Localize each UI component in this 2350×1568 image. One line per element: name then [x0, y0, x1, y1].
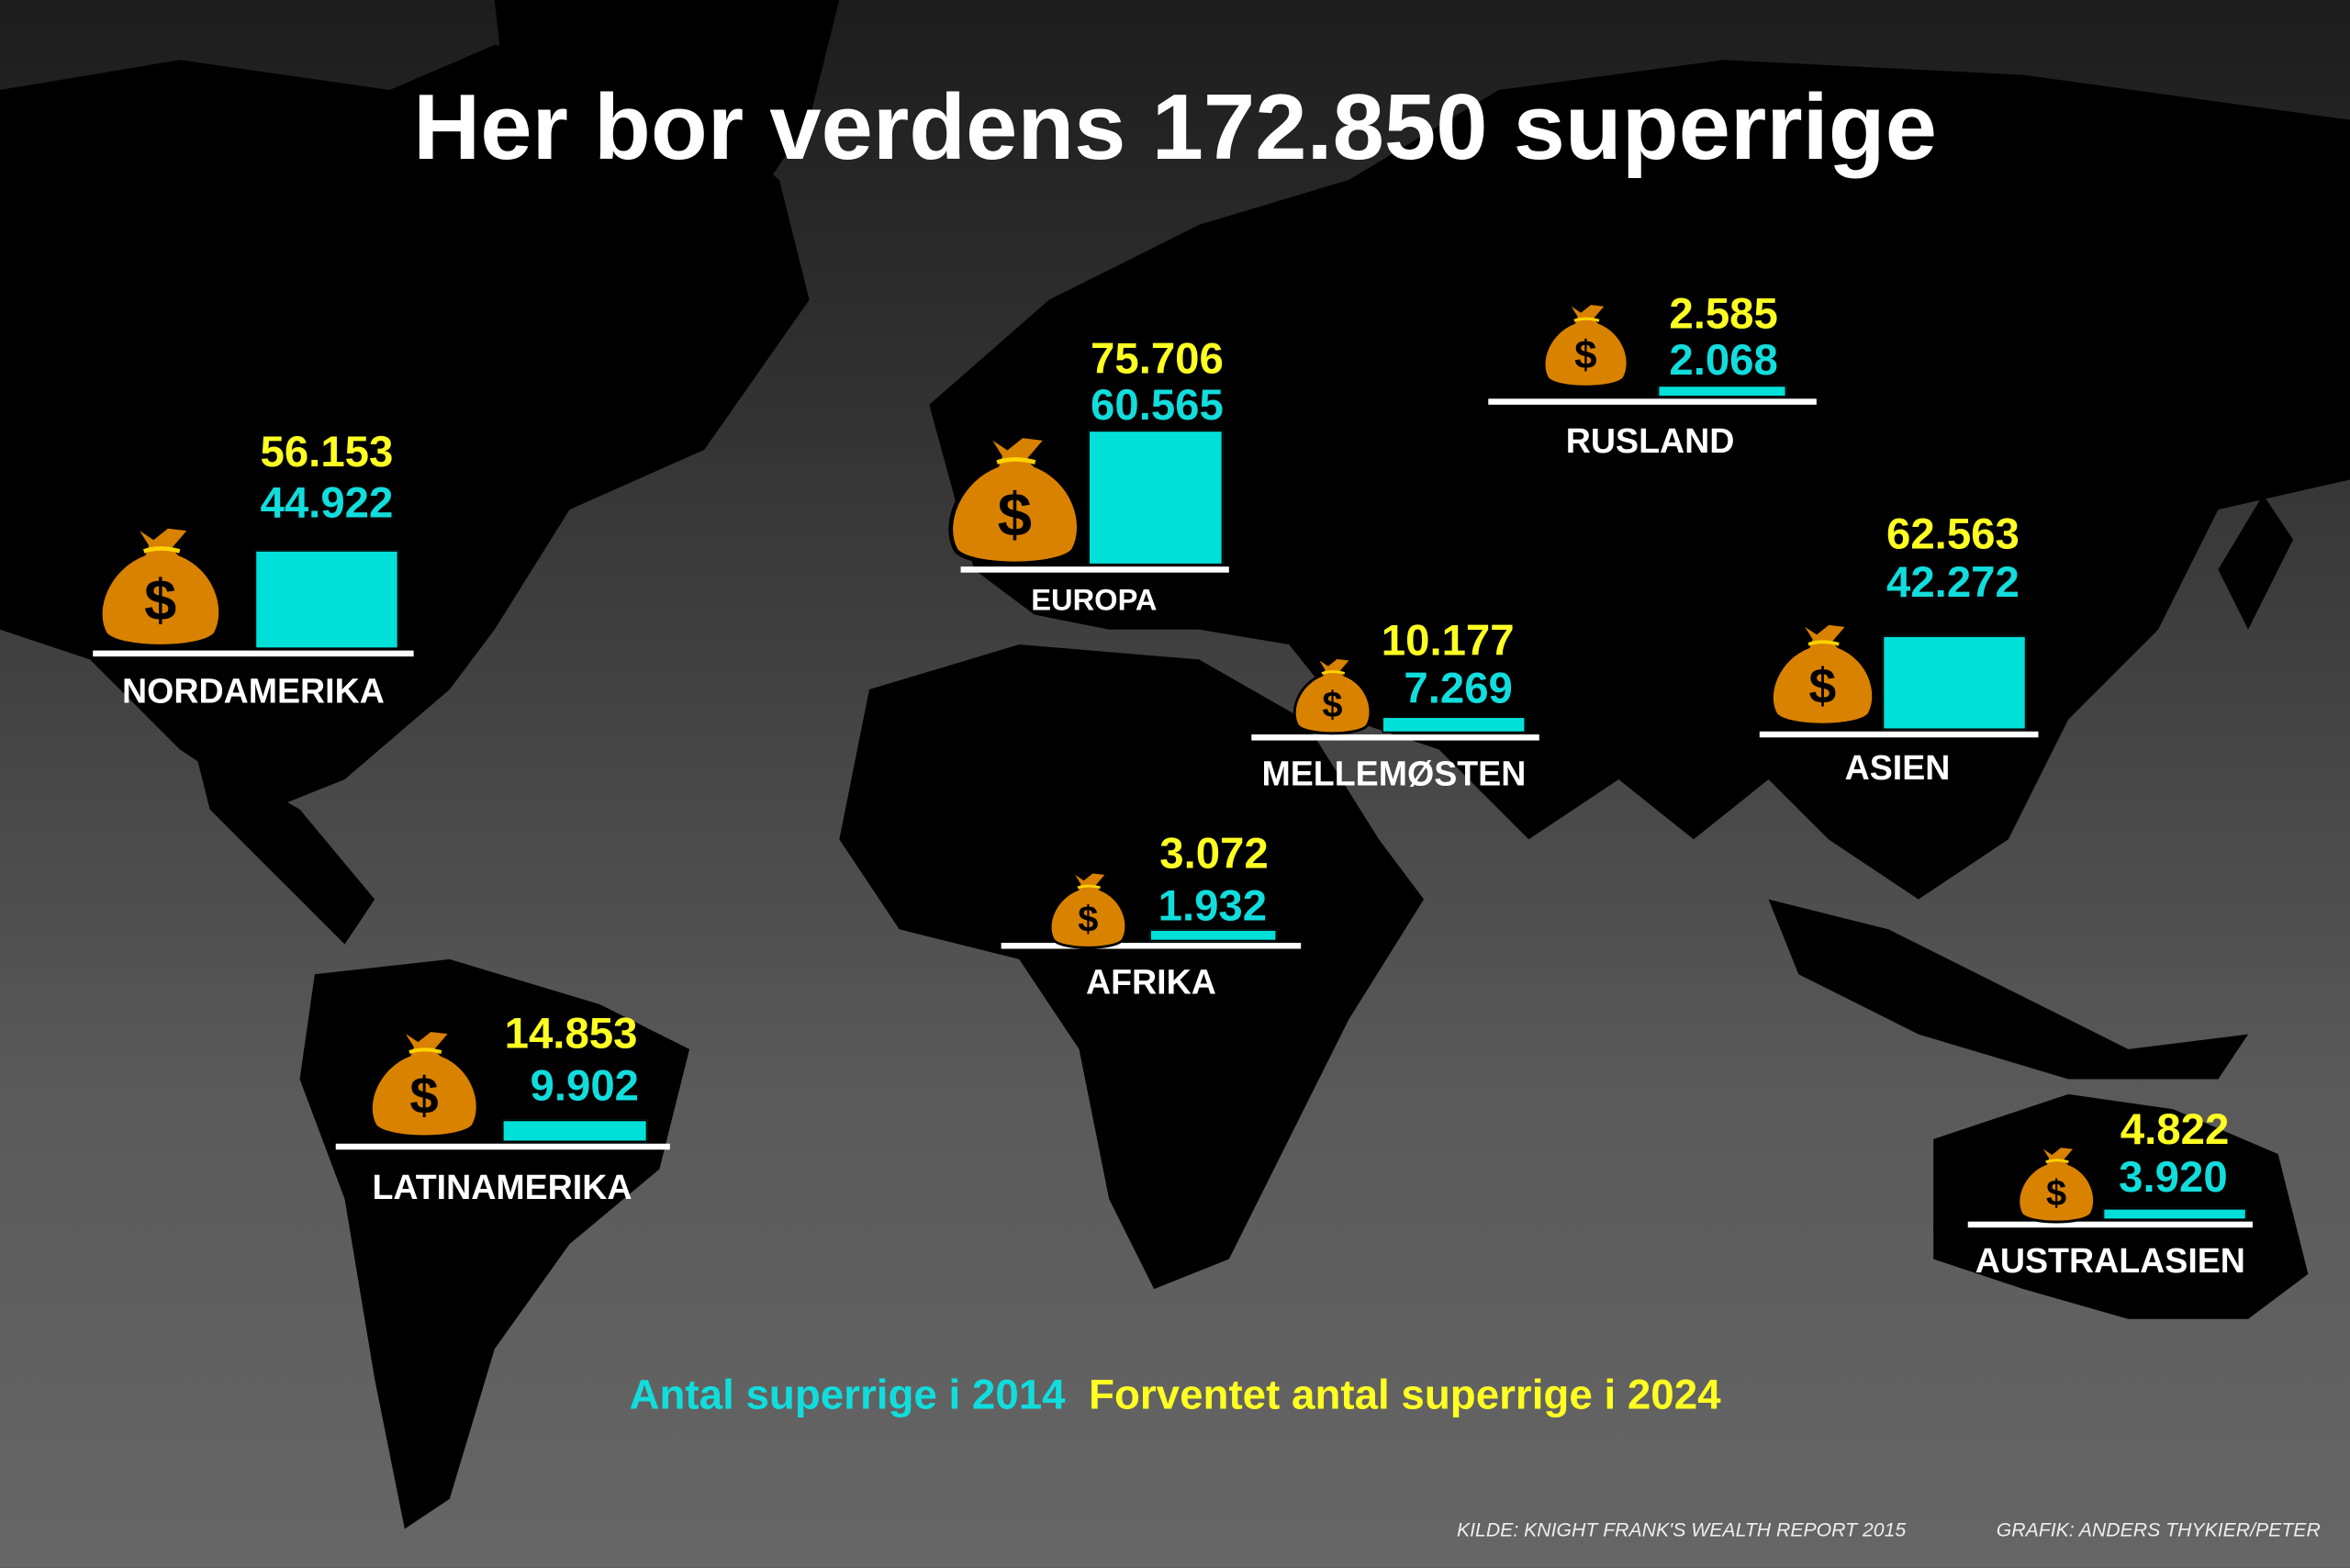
bar-2014: [501, 1120, 648, 1143]
value-2014: 60.565: [1091, 382, 1224, 431]
bar-2014: [1088, 431, 1224, 566]
money-bag-icon: $: [92, 512, 229, 650]
svg-text:$: $: [1322, 685, 1342, 725]
bar-2014: [254, 549, 399, 649]
money-bag-icon: $: [2013, 1137, 2100, 1225]
region-label: MELLEMØSTEN: [1261, 754, 1527, 793]
value-2024: 4.822: [2120, 1105, 2230, 1155]
land-greenland: [494, 0, 840, 300]
region-label: NORDAMERIKA: [122, 671, 385, 711]
region-label: AUSTRALASIEN: [1975, 1240, 2245, 1281]
land-africa: [839, 644, 1425, 1290]
svg-text:$: $: [1574, 333, 1596, 378]
value-2014: 2.068: [1669, 337, 1778, 386]
value-2014: 1.932: [1158, 882, 1268, 931]
legend-item-2014: Antal superrige i 2014: [629, 1371, 1066, 1418]
baseline: [1488, 398, 1817, 405]
value-2024: 3.072: [1159, 830, 1269, 879]
value-2024: 14.853: [504, 1010, 638, 1058]
money-bag-icon: $: [1289, 649, 1376, 736]
money-bag-icon: $: [941, 421, 1088, 568]
money-bag-icon: $: [1045, 863, 1132, 950]
baseline: [335, 1143, 670, 1150]
value-2024: 56.153: [260, 428, 394, 477]
value-2014: 7.269: [1404, 665, 1513, 714]
baseline: [960, 566, 1229, 573]
region-label: LATINAMERIKA: [372, 1167, 632, 1207]
page-title: Her bor verdens 172.850 superrige: [413, 76, 1937, 180]
legend: Antal superrige i 2014 Forventet antal s…: [0, 1372, 2350, 1419]
legend-item-2024: Forventet antal superrige i 2024: [1089, 1371, 1721, 1418]
bar-2014: [2102, 1207, 2247, 1221]
region-label: RUSLAND: [1565, 420, 1735, 461]
bar-2014: [1149, 929, 1278, 942]
bar-2014: [1382, 716, 1527, 734]
land-southeast-asia: [1768, 899, 2249, 1080]
money-bag-icon: $: [363, 1018, 486, 1141]
land-central-america: [195, 749, 375, 945]
land-australia: [1933, 1093, 2309, 1319]
money-bag-icon: $: [1538, 294, 1633, 389]
svg-text:$: $: [144, 569, 176, 633]
value-2014: 3.920: [2119, 1154, 2228, 1203]
money-bag-icon: $: [1764, 611, 1881, 728]
value-2014: 42.272: [1886, 558, 2020, 608]
region-label: ASIEN: [1844, 747, 1951, 788]
bar-2014: [1657, 385, 1787, 398]
value-2024: 10.177: [1381, 617, 1515, 666]
svg-text:$: $: [409, 1067, 438, 1125]
value-2024: 2.585: [1669, 290, 1778, 339]
value-2024: 62.563: [1886, 510, 2020, 559]
baseline: [1251, 734, 1539, 741]
svg-text:$: $: [2046, 1173, 2066, 1214]
value-2024: 75.706: [1091, 335, 1224, 384]
svg-text:$: $: [1078, 899, 1098, 939]
region-label: AFRIKA: [1085, 962, 1216, 1002]
baseline: [93, 650, 414, 657]
land-japan: [2218, 494, 2294, 630]
baseline: [1001, 942, 1302, 949]
baseline: [1759, 731, 2039, 738]
svg-text:$: $: [998, 481, 1032, 550]
value-2014: 44.922: [260, 479, 394, 528]
graphic-credit: GRAFIK: ANDERS THYKIER/PETER: [1996, 1518, 2321, 1541]
bar-2014: [1882, 635, 2027, 731]
baseline: [1967, 1221, 2253, 1228]
svg-text:$: $: [1808, 659, 1836, 713]
region-label: EUROPA: [1031, 584, 1158, 618]
source-credit: KILDE: KNIGHT FRANK'S WEALTH REPORT 2015: [1456, 1518, 1907, 1541]
value-2014: 9.902: [530, 1062, 640, 1111]
